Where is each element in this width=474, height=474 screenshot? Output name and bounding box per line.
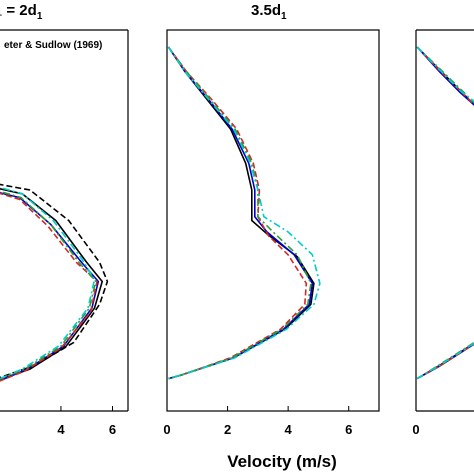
panel-1-x-tick-label-1: 4 — [57, 422, 65, 437]
panel-3-series-line-1 — [416, 46, 474, 106]
panel-2-frame — [166, 29, 380, 412]
panel-3-series-line-6 — [416, 342, 474, 380]
panel-1-series-line-5 — [0, 190, 97, 380]
panel-2-x-tick-label-4: 6 — [345, 422, 352, 437]
panel-3-ticks: 0 — [412, 406, 420, 437]
panel-3-series-line-8 — [416, 342, 474, 380]
panel-2-title-subscript: 1 — [281, 11, 287, 22]
panel-3-x-tick-label-1: 0 — [412, 422, 419, 437]
panel-3-series-line-7 — [416, 343, 474, 380]
panel-1-series-line-4 — [0, 192, 98, 382]
panel-1-title-text: ₁ = 2d — [0, 2, 37, 19]
panel-2-series-line-5 — [167, 46, 321, 380]
panel-2-x-tick-label-2: 2 — [224, 422, 231, 437]
panel-1-title: ₁ = 2d1 — [0, 2, 43, 22]
panel-2-series-line-1 — [167, 46, 315, 380]
panel-3: 0 — [412, 29, 474, 437]
panel-2-x-tick-label-1: 0 — [163, 422, 170, 437]
panel-2-x-tick-label-3: 4 — [285, 422, 293, 437]
x-axis-title: Velocity (m/s) — [227, 452, 337, 471]
panel-2: 3.5d1 0 2 4 6 — [163, 2, 380, 437]
panel-2-title-text: 3.5d — [251, 2, 281, 19]
panel-2-series-line-2 — [167, 46, 314, 380]
panel-3-series-line-5 — [416, 46, 474, 103]
panel-2-series-line-3 — [167, 46, 308, 380]
panel-3-series-line-9 — [416, 341, 474, 380]
panel-1-series-line-1 — [0, 187, 103, 381]
panel-3-series-line-4 — [416, 46, 474, 104]
panel-1-series-line-2 — [0, 183, 109, 379]
panel-1-title-subscript: 1 — [37, 11, 43, 22]
panel-3-series-line-10 — [416, 342, 474, 380]
panel-1-x-tick-label-2: 6 — [109, 422, 116, 437]
panel-2-ticks: 0 2 4 6 — [163, 406, 352, 437]
panel-2-title: 3.5d1 — [251, 2, 287, 22]
panel-2-series-line-4 — [167, 46, 312, 380]
panel-3-series-line-2 — [416, 46, 474, 106]
panel-1-legend-label: eter & Sudlow (1969) — [4, 40, 102, 51]
panel-1-series-line-6 — [0, 186, 96, 380]
